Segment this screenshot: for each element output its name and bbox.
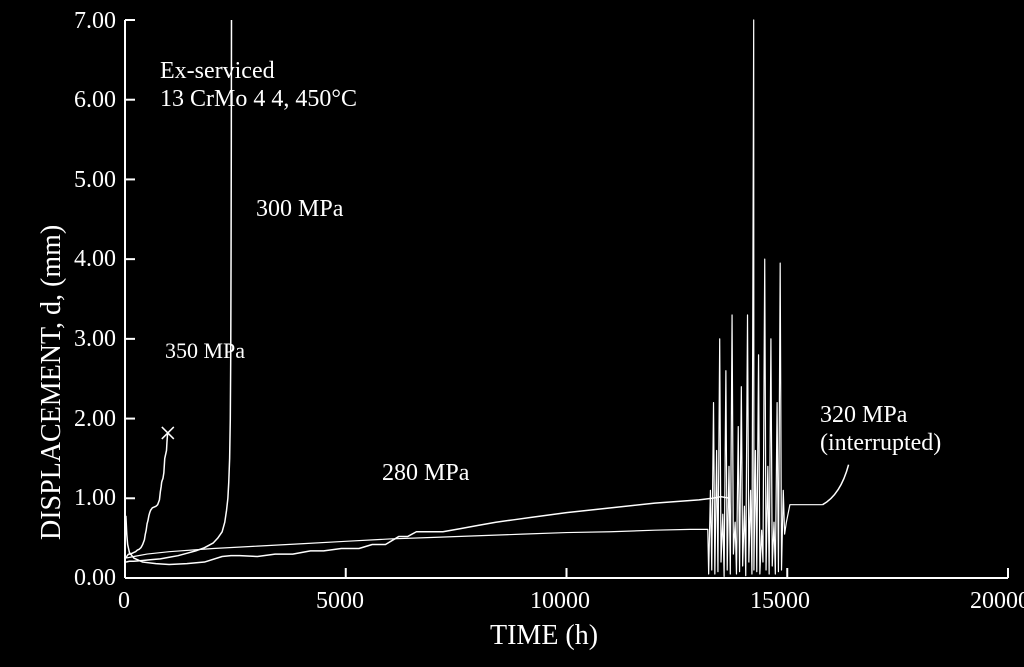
x-tick-2: 10000 [530,588,590,615]
y-tick-5: 5.00 [74,167,116,194]
x-tick-4: 20000 [970,588,1024,615]
y-tick-0: 0.00 [74,565,116,592]
y-tick-4: 4.00 [74,246,116,273]
label-350mpa: 350 MPa [165,338,245,364]
label-320mpa-l1: 320 MPa [820,402,907,429]
chart-title-line1: Ex-serviced [160,58,275,85]
y-axis-label: DISPLACEMENT, d, (mm) [36,225,68,540]
label-320mpa-l2: (interrupted) [820,430,941,457]
y-tick-3: 3.00 [74,326,116,353]
chart-title-line2: 13 CrMo 4 4, 450°C [160,86,357,113]
x-tick-3: 15000 [750,588,810,615]
y-tick-1: 1.00 [74,485,116,512]
creep-chart: DISPLACEMENT, d, (mm) TIME (h) 0.00 1.00… [0,0,1024,667]
x-tick-1: 5000 [316,588,364,615]
y-tick-2: 2.00 [74,406,116,433]
chart-svg [0,0,1024,667]
x-tick-0: 0 [118,588,130,615]
y-tick-7: 7.00 [74,8,116,35]
x-axis-label: TIME (h) [490,620,598,652]
label-280mpa: 280 MPa [382,460,469,487]
label-300mpa: 300 MPa [256,196,343,223]
y-tick-6: 6.00 [74,87,116,114]
